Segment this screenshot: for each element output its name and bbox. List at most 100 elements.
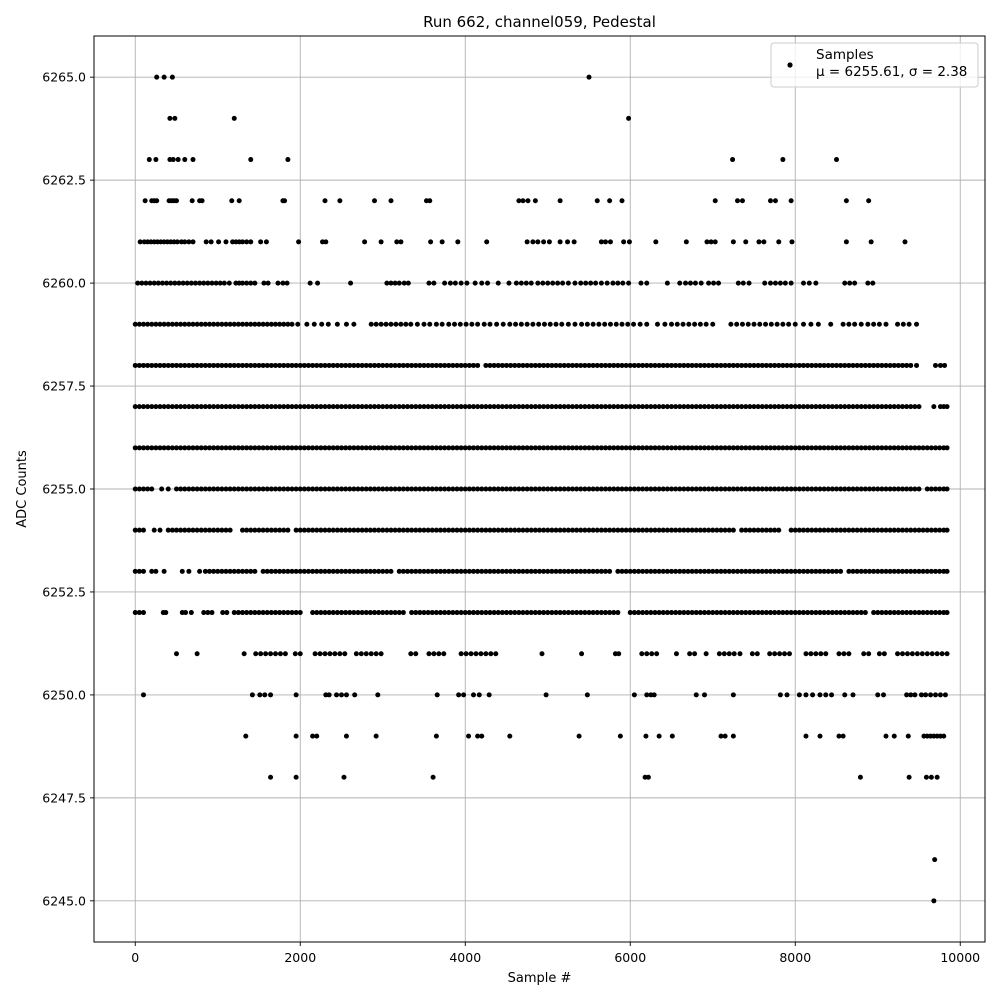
data-point [499, 362, 505, 368]
data-point [868, 239, 874, 245]
data-point [227, 527, 233, 533]
data-point [726, 445, 732, 451]
data-point [739, 445, 745, 451]
data-point [928, 486, 934, 492]
data-point [499, 404, 505, 410]
data-point [598, 527, 604, 533]
data-point [136, 321, 142, 327]
data-point [590, 362, 596, 368]
data-point [293, 486, 299, 492]
data-point [854, 527, 860, 533]
data-point [607, 198, 613, 204]
data-point [400, 486, 406, 492]
data-point [598, 610, 604, 616]
data-point [545, 445, 551, 451]
data-point [786, 321, 792, 327]
data-point [277, 486, 283, 492]
data-point [815, 321, 821, 327]
data-point [586, 610, 592, 616]
data-point [937, 486, 943, 492]
data-point [557, 198, 563, 204]
data-point [339, 568, 344, 574]
data-point [260, 445, 266, 451]
data-point [227, 404, 233, 410]
data-point [155, 280, 161, 286]
data-point [664, 527, 670, 533]
data-point [685, 486, 691, 492]
data-point [429, 445, 435, 451]
data-point [408, 321, 414, 327]
data-point [710, 321, 716, 327]
data-point [636, 445, 641, 451]
data-point [310, 733, 316, 739]
data-point [293, 527, 299, 533]
data-point [755, 486, 761, 492]
data-point [710, 610, 716, 616]
data-point [174, 445, 179, 451]
data-point [355, 527, 361, 533]
data-point [842, 445, 848, 451]
data-point [792, 404, 798, 410]
data-point [351, 486, 357, 492]
data-point [334, 362, 340, 368]
data-point [151, 527, 157, 533]
data-point [285, 568, 291, 574]
data-point [755, 404, 761, 410]
data-point [652, 362, 658, 368]
data-point [462, 404, 468, 410]
data-point [623, 568, 629, 574]
data-point [714, 527, 720, 533]
data-point [409, 404, 415, 410]
data-point [174, 198, 179, 204]
data-point [281, 527, 287, 533]
data-point [697, 445, 703, 451]
data-point [485, 280, 491, 286]
data-point [312, 651, 318, 657]
data-point [384, 610, 390, 616]
data-point [829, 486, 835, 492]
data-point [421, 486, 427, 492]
data-point [224, 610, 230, 616]
data-point [400, 610, 406, 616]
data-point [231, 321, 237, 327]
data-point [714, 486, 720, 492]
data-point [862, 486, 868, 492]
data-point [458, 362, 464, 368]
data-point [887, 610, 893, 616]
data-point [471, 692, 476, 698]
data-point [499, 568, 505, 574]
data-point [576, 733, 582, 739]
data-point [627, 527, 633, 533]
data-point [481, 321, 487, 327]
data-point [297, 445, 303, 451]
data-point [594, 610, 600, 616]
data-point [615, 568, 621, 574]
data-point [900, 651, 905, 657]
data-point [182, 362, 188, 368]
data-point [248, 157, 254, 163]
data-point [359, 445, 365, 451]
data-point [747, 486, 753, 492]
data-point [555, 280, 561, 286]
data-point [887, 568, 893, 574]
data-point [301, 527, 307, 533]
data-point [780, 321, 786, 327]
data-point [796, 568, 802, 574]
data-point [768, 198, 773, 204]
data-point [174, 651, 179, 657]
data-point [310, 610, 316, 616]
data-point [493, 651, 499, 657]
data-point [190, 362, 196, 368]
data-point [776, 486, 782, 492]
data-point [273, 610, 278, 616]
data-point [805, 568, 811, 574]
data-point [495, 445, 501, 451]
data-point [141, 445, 146, 451]
data-point [714, 568, 720, 574]
data-point [318, 404, 324, 410]
data-point [561, 610, 567, 616]
data-point [553, 486, 559, 492]
data-point [818, 651, 824, 657]
data-point [244, 280, 250, 286]
data-point [157, 527, 163, 533]
